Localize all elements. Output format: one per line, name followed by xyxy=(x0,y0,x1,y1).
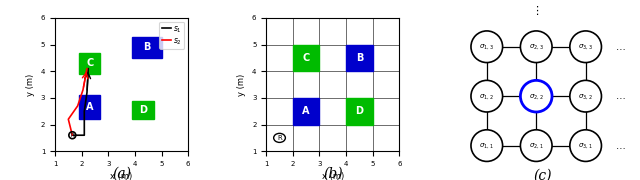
Text: …: … xyxy=(616,141,626,151)
Text: (b): (b) xyxy=(323,167,342,180)
Text: $\sigma_{1,1}$: $\sigma_{1,1}$ xyxy=(479,141,494,150)
Text: $\sigma_{3,3}$: $\sigma_{3,3}$ xyxy=(579,42,593,51)
X-axis label: x (m): x (m) xyxy=(322,172,344,180)
Circle shape xyxy=(570,80,602,112)
Text: R: R xyxy=(70,133,74,138)
Circle shape xyxy=(471,80,502,112)
Text: $\sigma_{2,1}$: $\sigma_{2,1}$ xyxy=(529,141,543,150)
Circle shape xyxy=(520,130,552,161)
Circle shape xyxy=(520,31,552,63)
Text: D: D xyxy=(355,106,364,116)
Circle shape xyxy=(520,80,552,112)
Text: $\sigma_{1,3}$: $\sigma_{1,3}$ xyxy=(479,42,494,51)
Text: B: B xyxy=(356,53,363,63)
Legend: $s_1$, $s_2$: $s_1$, $s_2$ xyxy=(159,22,184,49)
Text: D: D xyxy=(139,105,147,115)
Bar xyxy=(79,95,100,119)
Text: ⋮: ⋮ xyxy=(531,6,542,16)
Text: A: A xyxy=(86,102,93,112)
Text: $\sigma_{2,3}$: $\sigma_{2,3}$ xyxy=(529,42,543,51)
Circle shape xyxy=(570,130,602,161)
Bar xyxy=(79,53,100,74)
Bar xyxy=(346,98,372,125)
Circle shape xyxy=(570,31,602,63)
Bar xyxy=(346,45,372,71)
Text: …: … xyxy=(616,91,626,101)
Text: R: R xyxy=(277,135,282,141)
Bar xyxy=(132,37,161,58)
Text: A: A xyxy=(303,106,310,116)
Y-axis label: y (m): y (m) xyxy=(26,73,35,96)
Text: …: … xyxy=(616,42,626,52)
Text: (a): (a) xyxy=(112,167,131,180)
Bar xyxy=(132,101,154,119)
Text: C: C xyxy=(303,53,310,63)
Bar xyxy=(293,98,319,125)
Text: $\sigma_{3,2}$: $\sigma_{3,2}$ xyxy=(579,92,593,101)
Text: (c): (c) xyxy=(533,168,552,180)
Text: B: B xyxy=(143,42,150,52)
Text: $\sigma_{1,2}$: $\sigma_{1,2}$ xyxy=(479,92,494,101)
Y-axis label: y (m): y (m) xyxy=(237,73,246,96)
Text: C: C xyxy=(86,58,93,68)
Text: $\sigma_{3,1}$: $\sigma_{3,1}$ xyxy=(579,141,593,150)
Circle shape xyxy=(471,130,502,161)
Circle shape xyxy=(471,31,502,63)
Text: $\sigma_{2,2}$: $\sigma_{2,2}$ xyxy=(529,92,543,101)
Bar xyxy=(293,45,319,71)
X-axis label: x (m): x (m) xyxy=(111,172,132,180)
